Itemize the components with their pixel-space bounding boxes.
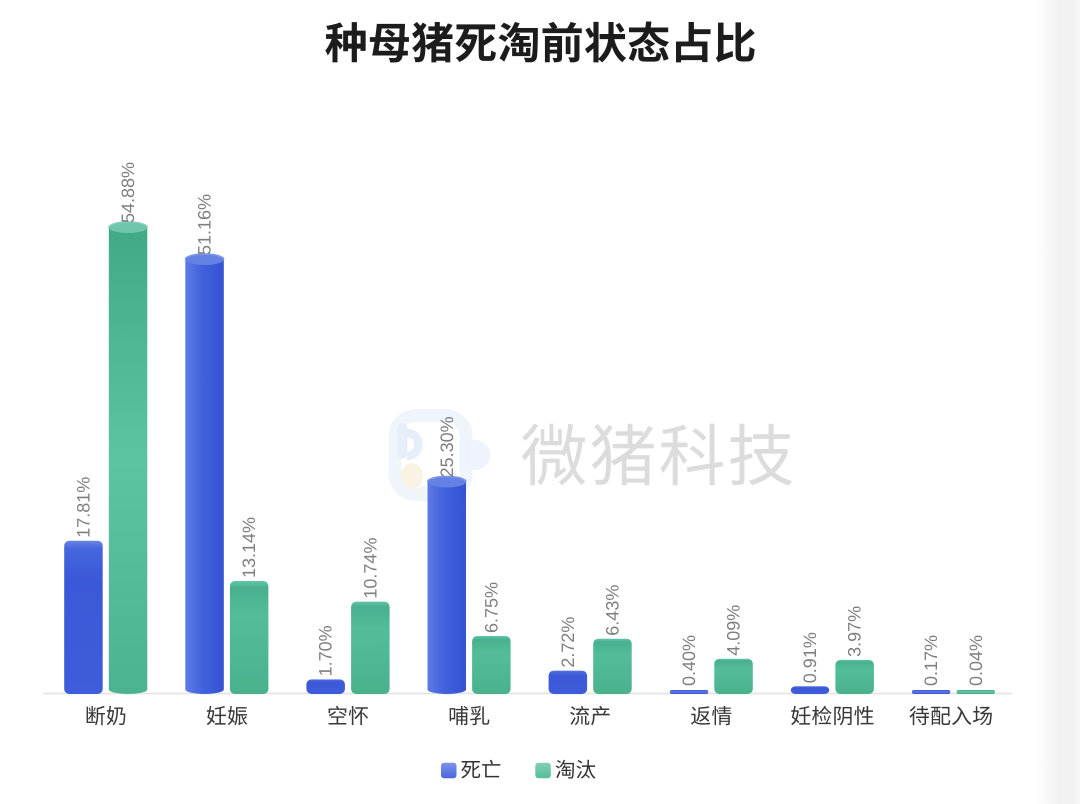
svg-text:10.74%: 10.74% [360,538,380,599]
svg-text:6.43%: 6.43% [603,585,623,636]
svg-text:25.30%: 25.30% [437,416,457,477]
svg-text:1.70%: 1.70% [316,625,336,676]
svg-text:51.16%: 51.16% [195,194,215,255]
svg-text:0.91%: 0.91% [800,632,820,683]
svg-text:3.97%: 3.97% [845,606,865,657]
svg-text:0.40%: 0.40% [679,635,699,686]
svg-text:0.17%: 0.17% [921,635,941,686]
svg-text:54.88%: 54.88% [118,162,138,223]
svg-text:4.09%: 4.09% [724,605,744,656]
svg-text:0.04%: 0.04% [966,635,986,686]
svg-text:17.81%: 17.81% [74,477,94,538]
svg-text:2.72%: 2.72% [558,617,578,668]
svg-text:6.75%: 6.75% [481,582,501,633]
svg-text:13.14%: 13.14% [239,517,259,578]
